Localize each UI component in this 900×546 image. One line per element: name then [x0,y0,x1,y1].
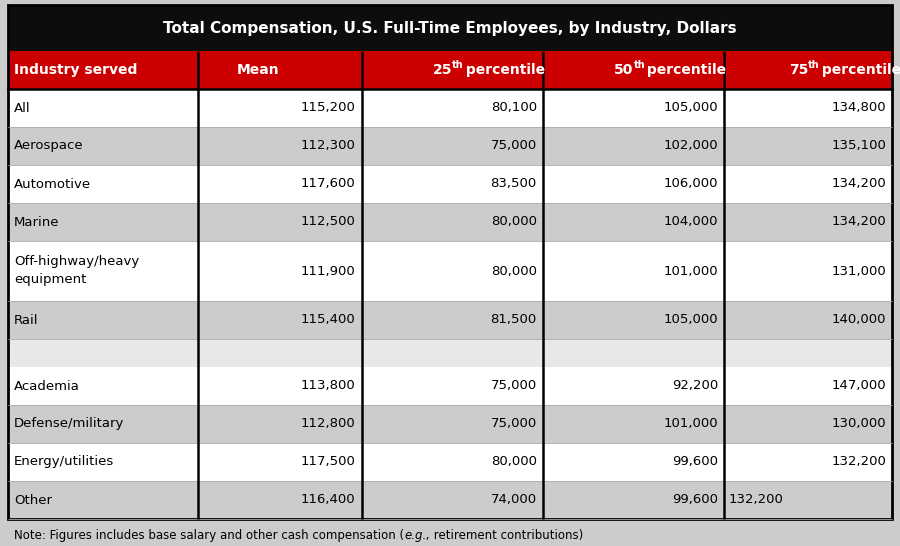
Text: Rail: Rail [14,313,39,327]
Text: retirement contributions): retirement contributions) [430,530,583,543]
Bar [8,127,892,165]
Text: Mean: Mean [238,63,280,77]
Text: 116,400: 116,400 [301,494,356,507]
Bar [8,241,892,301]
Text: 83,500: 83,500 [491,177,536,191]
Text: th: th [634,60,645,70]
Bar [8,5,892,51]
Text: 101,000: 101,000 [663,264,718,277]
Bar [8,89,892,127]
Text: 25: 25 [433,63,452,77]
Text: 106,000: 106,000 [663,177,718,191]
Bar [8,203,892,241]
Text: 105,000: 105,000 [663,102,718,115]
Bar [8,367,892,405]
Text: Aerospace: Aerospace [14,139,84,152]
Bar [8,301,892,339]
Text: 131,000: 131,000 [832,264,886,277]
Text: 75,000: 75,000 [491,379,536,393]
Text: Energy/utilities: Energy/utilities [14,455,114,468]
Text: equipment: equipment [14,274,86,287]
Text: Note: Figures includes base salary and other cash compensation (: Note: Figures includes base salary and o… [14,530,404,543]
Text: Defense/military: Defense/military [14,418,124,430]
Text: 140,000: 140,000 [832,313,886,327]
Text: 112,500: 112,500 [301,216,356,228]
Text: 134,800: 134,800 [832,102,886,115]
Text: All: All [14,102,31,115]
Bar [8,339,892,367]
Text: Total Compensation, U.S. Full-Time Employees, by Industry, Dollars: Total Compensation, U.S. Full-Time Emplo… [163,21,737,35]
Text: e.g.,: e.g., [404,530,430,543]
Text: 115,200: 115,200 [301,102,356,115]
Text: 99,600: 99,600 [672,455,718,468]
Text: Marine: Marine [14,216,59,228]
Bar [8,481,892,519]
Bar [8,519,892,546]
Text: percentile: percentile [817,63,900,77]
Text: 130,000: 130,000 [832,418,886,430]
Text: 92,200: 92,200 [671,379,718,393]
Text: 117,500: 117,500 [301,455,356,468]
Text: th: th [452,60,464,70]
Text: Academia: Academia [14,379,80,393]
Text: 80,000: 80,000 [491,216,536,228]
Text: percentile: percentile [643,63,726,77]
Bar [8,405,892,443]
Text: 112,800: 112,800 [301,418,356,430]
Text: 75,000: 75,000 [491,139,536,152]
Text: 117,600: 117,600 [301,177,356,191]
Text: 132,200: 132,200 [729,494,784,507]
Text: 80,000: 80,000 [491,455,536,468]
Bar [8,443,892,481]
Text: 74,000: 74,000 [491,494,536,507]
Text: 101,000: 101,000 [663,418,718,430]
Text: 132,200: 132,200 [831,455,886,468]
Text: 105,000: 105,000 [663,313,718,327]
Text: Industry served: Industry served [14,63,138,77]
Text: 134,200: 134,200 [832,216,886,228]
Bar [8,51,892,89]
Text: 75: 75 [788,63,808,77]
Text: 147,000: 147,000 [832,379,886,393]
Text: percentile: percentile [461,63,545,77]
Text: 80,000: 80,000 [491,264,536,277]
Text: 115,400: 115,400 [301,313,356,327]
Text: 50: 50 [614,63,634,77]
Text: th: th [808,60,820,70]
Text: 113,800: 113,800 [301,379,356,393]
Text: 134,200: 134,200 [832,177,886,191]
Text: 104,000: 104,000 [663,216,718,228]
Text: Other: Other [14,494,52,507]
Text: 80,100: 80,100 [491,102,536,115]
Text: 135,100: 135,100 [831,139,886,152]
Text: 102,000: 102,000 [663,139,718,152]
Text: Off-highway/heavy: Off-highway/heavy [14,256,140,269]
Text: Automotive: Automotive [14,177,91,191]
Bar [8,165,892,203]
Text: 75,000: 75,000 [491,418,536,430]
Text: 111,900: 111,900 [301,264,356,277]
Text: 81,500: 81,500 [491,313,536,327]
Text: 99,600: 99,600 [672,494,718,507]
Text: 112,300: 112,300 [301,139,356,152]
